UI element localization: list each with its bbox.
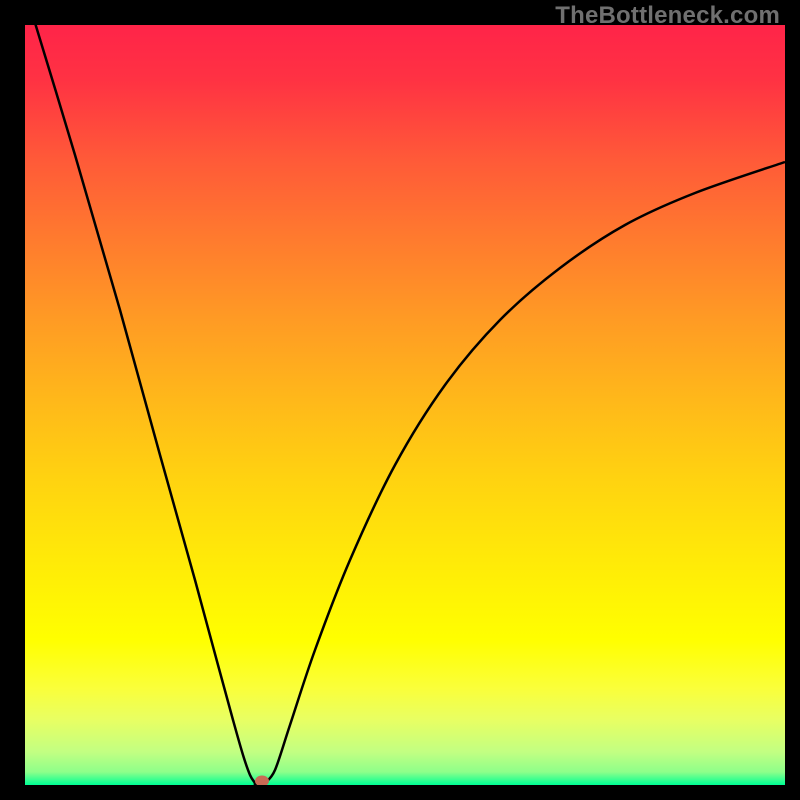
gradient-background [0, 0, 800, 800]
watermark-text: TheBottleneck.com [555, 2, 780, 30]
chart-container: TheBottleneck.com [0, 0, 800, 800]
